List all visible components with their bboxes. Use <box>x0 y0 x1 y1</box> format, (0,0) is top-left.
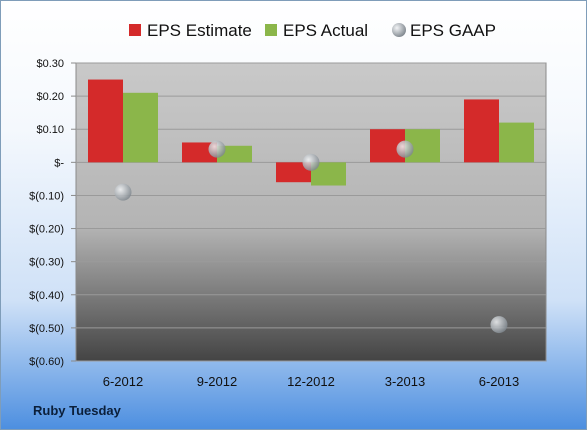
y-tick-label: $(0.40) <box>29 290 64 302</box>
y-axis: $0.30 $0.20 $0.10 $- $(0.10) $(0.20) $(0.30) $(… <box>29 58 76 368</box>
x-tick-label: 3-2013 <box>385 374 425 389</box>
legend: EPS Estimate EPS Actual EPS GAAP <box>129 21 496 40</box>
x-tick-label: 12-2012 <box>287 374 335 389</box>
estimate-bar <box>182 142 217 163</box>
y-tick-label: $0.30 <box>36 58 64 70</box>
y-tick-label: $0.20 <box>36 91 64 103</box>
y-tick-label: $(0.60) <box>29 356 64 368</box>
x-tick-label: 6-2012 <box>103 374 143 389</box>
estimate-bar <box>88 79 123 163</box>
actual-bar <box>123 92 158 163</box>
x-tick-label: 6-2013 <box>479 374 519 389</box>
estimate-bar <box>464 99 499 163</box>
legend-marker-gaap <box>392 23 406 37</box>
actual-bar <box>311 162 346 186</box>
bars <box>88 79 534 186</box>
y-tick-label: $0.10 <box>36 124 64 136</box>
y-tick-label: $(0.20) <box>29 224 64 236</box>
gaap-point <box>114 183 132 201</box>
legend-label: EPS Estimate <box>147 21 252 40</box>
legend-label: EPS Actual <box>283 21 368 40</box>
x-axis: 6-2012 9-2012 12-2012 3-2013 6-2013 <box>103 374 519 389</box>
gaap-point <box>396 140 414 158</box>
legend-marker-1 <box>265 24 277 36</box>
actual-bar <box>499 122 534 163</box>
y-tick-label: $- <box>54 157 64 169</box>
gaap-point <box>302 153 320 171</box>
gaap-points <box>114 140 508 334</box>
legend-marker-0 <box>129 24 141 36</box>
gaap-point <box>490 316 508 334</box>
y-tick-label: $(0.50) <box>29 323 64 335</box>
legend-label: EPS GAAP <box>410 21 496 40</box>
y-tick-label: $(0.30) <box>29 257 64 269</box>
gaap-point <box>208 140 226 158</box>
y-tick-label: $(0.10) <box>29 190 64 202</box>
company-name: Ruby Tuesday <box>33 403 121 418</box>
estimate-bar <box>276 162 311 183</box>
x-tick-label: 9-2012 <box>197 374 237 389</box>
actual-bar <box>217 145 252 163</box>
